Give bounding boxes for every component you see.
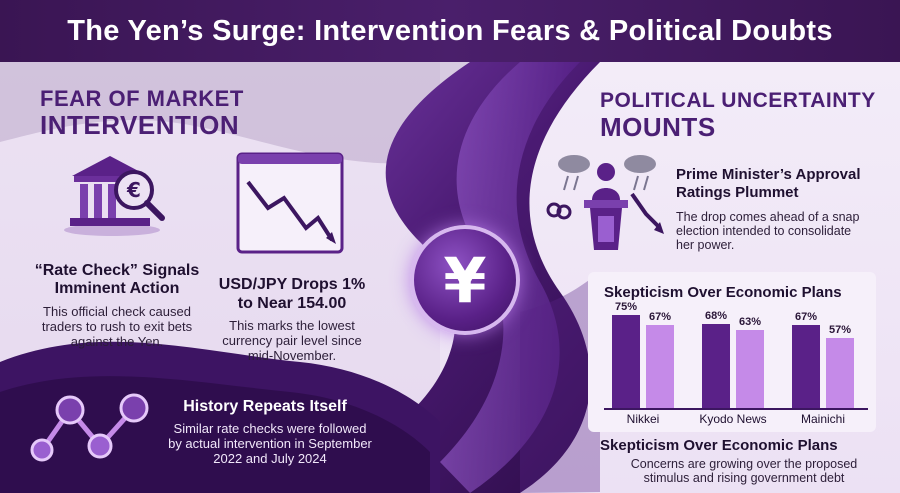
rate-check-title: “Rate Check” Signals Imminent Action (22, 262, 212, 298)
right-title-line1: POLITICAL UNCERTAINTY (600, 89, 876, 112)
left-section-title: FEAR OF MARKET INTERVENTION (40, 86, 244, 138)
usdjpy-title-line1: USD/JPY Drops 1% (218, 276, 366, 293)
bar-value-label: 57% (828, 323, 852, 336)
pm-title: Prime Minister’s Approval Ratings Plumme… (676, 166, 886, 202)
pm-body-line2: election intended to consolidate (676, 224, 852, 238)
rate-check-body-line2: traders to rush to exit bets (41, 319, 193, 334)
yen-symbol-icon: ¥ (410, 225, 520, 335)
usdjpy-body-line2: currency pair level since (222, 333, 362, 348)
bottom-body: Concerns are growing over the proposed s… (614, 457, 874, 485)
category-label: Kyodo News (699, 412, 767, 426)
usdjpy-body-line1: This marks the lowest (229, 318, 355, 333)
bar-mainichi-series2 (826, 337, 854, 408)
bottom-body-line1: Concerns are growing over the proposed (630, 457, 858, 471)
rate-check-body-line3: against the Yen. (70, 334, 164, 349)
bar-nikkei-series2 (646, 325, 674, 408)
usdjpy-body-line3: mid-November. (247, 348, 337, 363)
history-body-line3: 2022 and July 2024 (213, 451, 327, 466)
rate-check-body: This official check caused traders to ru… (22, 304, 212, 349)
pm-body: The drop comes ahead of a snap election … (676, 210, 890, 252)
rate-check-title-line2: Imminent Action (54, 280, 180, 297)
bar-kyodo-news-series1 (702, 324, 730, 408)
right-section-title: POLITICAL UNCERTAINTY MOUNTS (600, 88, 876, 140)
bar-mainichi-series1 (792, 325, 820, 408)
bar-value-label: 67% (648, 311, 672, 324)
history-title: History Repeats Itself (183, 398, 347, 415)
bar-nikkei-series1 (612, 315, 640, 408)
right-title-line2: MOUNTS (600, 112, 716, 142)
bar-value-label: 68% (704, 310, 728, 323)
rate-check-body-line1: This official check caused (43, 304, 191, 319)
bar-kyodo-news-series2 (736, 330, 764, 408)
usdjpy-title-line2: to Near 154.00 (237, 295, 347, 312)
bar-value-label: 75% (614, 301, 638, 314)
category-label: Nikkei (626, 412, 660, 426)
page-title: The Yen’s Surge: Intervention Fears & Po… (67, 14, 833, 47)
yen-symbol: ¥ (443, 243, 487, 317)
svg-text:€: € (126, 178, 141, 202)
pm-title-line1: Prime Minister’s Approval (676, 166, 861, 183)
swirl-decoration (0, 62, 600, 493)
history-body-line2: by actual intervention in September (168, 436, 372, 451)
rate-check-title-line1: “Rate Check” Signals (34, 262, 200, 279)
bar-value-label: 67% (794, 311, 818, 324)
left-title-line1: FEAR OF MARKET (40, 86, 244, 111)
usdjpy-body: This marks the lowest currency pair leve… (212, 318, 372, 363)
bottom-title: Skepticism Over Economic Plans (600, 437, 838, 454)
declining-chart-icon (236, 152, 344, 254)
pm-body-line3: her power. (676, 238, 735, 252)
pm-body-line1: The drop comes ahead of a snap (676, 210, 860, 224)
header-banner: The Yen’s Surge: Intervention Fears & Po… (0, 0, 900, 62)
history-body: Similar rate checks were followed by act… (150, 421, 390, 466)
chart-baseline (604, 408, 868, 410)
usdjpy-title: USD/JPY Drops 1% to Near 154.00 (212, 275, 372, 313)
bar-value-label: 63% (738, 316, 762, 329)
pm-title-line2: Ratings Plummet (676, 184, 799, 201)
category-label: Mainichi (800, 412, 845, 426)
podium-storm-icon (546, 155, 664, 250)
bank-magnifier-icon: € (64, 156, 165, 236)
chart-title: Skepticism Over Economic Plans (604, 284, 842, 301)
left-title-line2: INTERVENTION (40, 110, 240, 140)
timeline-nodes-icon (30, 393, 149, 462)
bottom-body-line2: stimulus and rising government debt (643, 471, 845, 485)
history-body-line1: Similar rate checks were followed (173, 421, 367, 436)
